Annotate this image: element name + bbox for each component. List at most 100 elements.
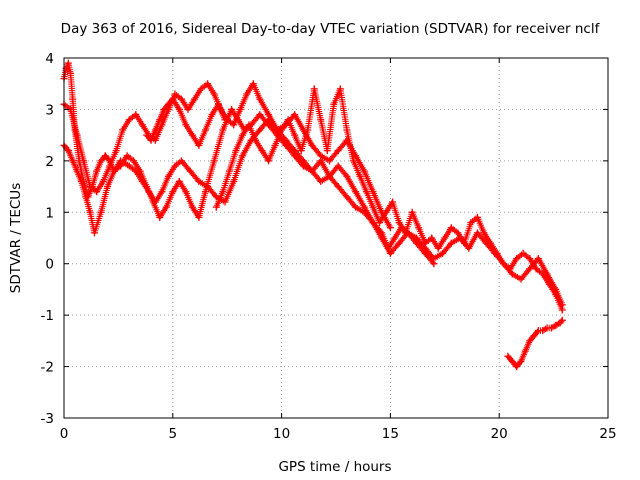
data-point <box>382 208 390 216</box>
data-point <box>195 141 203 149</box>
data-point <box>428 234 436 242</box>
data-point <box>297 147 305 155</box>
data-point <box>547 324 555 332</box>
data-point <box>473 213 481 221</box>
data-point <box>256 126 264 134</box>
data-point <box>228 105 236 113</box>
data-point <box>386 224 394 232</box>
data-point <box>356 172 364 180</box>
data-point <box>278 126 286 134</box>
data-point <box>334 162 342 170</box>
plot-frame <box>63 57 609 419</box>
data-point <box>415 224 423 232</box>
data-point <box>186 167 194 175</box>
data-point <box>123 152 131 160</box>
series-trace-d <box>212 85 566 314</box>
data-point <box>265 157 273 165</box>
series-trace-c <box>60 80 394 232</box>
data-point <box>486 239 494 247</box>
x-axis-label: GPS time / hours <box>278 459 391 475</box>
data-point <box>334 183 342 191</box>
data-point <box>465 244 473 252</box>
data-point <box>539 270 547 278</box>
data-point <box>504 352 512 360</box>
x-tick-label: 20 <box>491 426 508 442</box>
data-point <box>191 95 199 103</box>
data-point <box>156 213 164 221</box>
data-point <box>308 167 316 175</box>
data-point <box>282 136 290 144</box>
data-point <box>110 167 118 175</box>
data-point <box>360 203 368 211</box>
data-point <box>336 85 344 93</box>
data-point <box>500 260 508 268</box>
x-tick-label: 10 <box>273 426 290 442</box>
y-tick-label: -3 <box>41 411 54 427</box>
data-point <box>539 327 547 335</box>
data-point <box>532 265 540 273</box>
data-point <box>178 157 186 165</box>
data-point <box>219 126 227 134</box>
data-point <box>310 85 318 93</box>
data-point <box>256 111 264 119</box>
x-tick-label: 15 <box>382 426 399 442</box>
data-point <box>204 80 212 88</box>
data-point <box>441 234 449 242</box>
data-point <box>82 193 90 201</box>
data-point <box>238 131 246 139</box>
data-point <box>352 188 360 196</box>
data-point <box>291 147 299 155</box>
data-point <box>430 255 438 263</box>
data-point <box>197 85 205 93</box>
data-point <box>343 172 351 180</box>
data-point <box>378 234 386 242</box>
data-point <box>334 147 342 155</box>
data-point <box>112 147 120 155</box>
data-point <box>204 183 212 191</box>
data-point <box>214 100 222 108</box>
data-point <box>208 111 216 119</box>
data-point <box>395 219 403 227</box>
data-point <box>330 100 338 108</box>
data-point <box>86 183 94 191</box>
data-point <box>221 198 229 206</box>
data-point <box>317 177 325 185</box>
y-axis-label: SDTVAR / TECUs <box>8 183 24 293</box>
data-point <box>251 136 259 144</box>
data-point <box>526 265 534 273</box>
data-point <box>195 213 203 221</box>
data-point <box>69 95 77 103</box>
data-point <box>362 188 370 196</box>
series-trace-e <box>143 95 229 149</box>
data-point <box>526 255 534 263</box>
data-point <box>175 177 183 185</box>
data-point <box>271 141 279 149</box>
chart-title: Day 363 of 2016, Sidereal Day-to-day VTE… <box>61 21 601 37</box>
data-point <box>369 219 377 227</box>
data-point <box>230 177 238 185</box>
data-point <box>145 188 153 196</box>
data-point <box>413 234 421 242</box>
data-point <box>219 188 227 196</box>
data-point <box>212 193 220 201</box>
data-point <box>178 95 186 103</box>
data-point <box>93 188 101 196</box>
data-point <box>138 121 146 129</box>
data-point <box>184 105 192 113</box>
data-point <box>323 147 331 155</box>
data-point <box>256 95 264 103</box>
data-point <box>421 239 429 247</box>
x-tick-label: 25 <box>599 426 616 442</box>
data-point <box>558 306 566 314</box>
data-point <box>284 116 292 124</box>
data-point <box>182 188 190 196</box>
data-point <box>101 152 109 160</box>
data-point <box>164 172 172 180</box>
data-point <box>325 172 333 180</box>
data-point <box>513 363 521 371</box>
data-point <box>156 116 164 124</box>
data-point <box>534 255 542 263</box>
data-point <box>369 203 377 211</box>
data-point <box>519 249 527 257</box>
data-point <box>389 198 397 206</box>
